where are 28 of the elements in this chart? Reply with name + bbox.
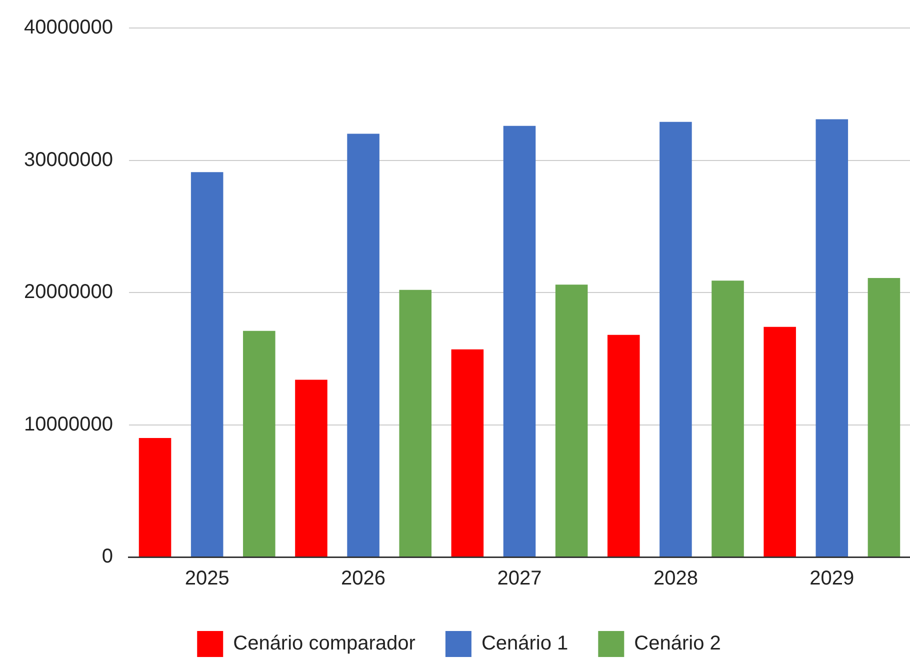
legend-label: Cenário 1: [481, 632, 568, 655]
bar: [868, 278, 900, 556]
legend-label: Cenário comparador: [233, 632, 416, 655]
bar: [764, 326, 796, 556]
x-tick-label: 2028: [653, 568, 698, 590]
x-tick-label: 2026: [341, 568, 386, 590]
x-tick-label: 2029: [810, 568, 854, 590]
bar: [399, 290, 432, 556]
y-tick-label: 10000000: [24, 413, 113, 436]
bar: [555, 284, 588, 556]
bar: [816, 119, 848, 556]
y-tick-label: 0: [102, 546, 113, 568]
bar: [347, 134, 380, 556]
y-tick-label: 20000000: [24, 281, 113, 304]
legend-label: Cenário 2: [634, 632, 721, 655]
bar: [451, 349, 484, 556]
y-tick-label: 40000000: [24, 16, 113, 39]
bar: [712, 280, 744, 556]
y-tick-label: 30000000: [24, 148, 113, 171]
bar: [295, 380, 328, 556]
bar: [190, 172, 224, 556]
bar: [503, 126, 536, 556]
bar: [243, 330, 276, 556]
x-tick-label: 2027: [497, 568, 542, 590]
bar: [607, 334, 640, 556]
bar: [138, 438, 172, 556]
x-tick-label: 2025: [184, 568, 230, 590]
bar: [660, 122, 692, 556]
